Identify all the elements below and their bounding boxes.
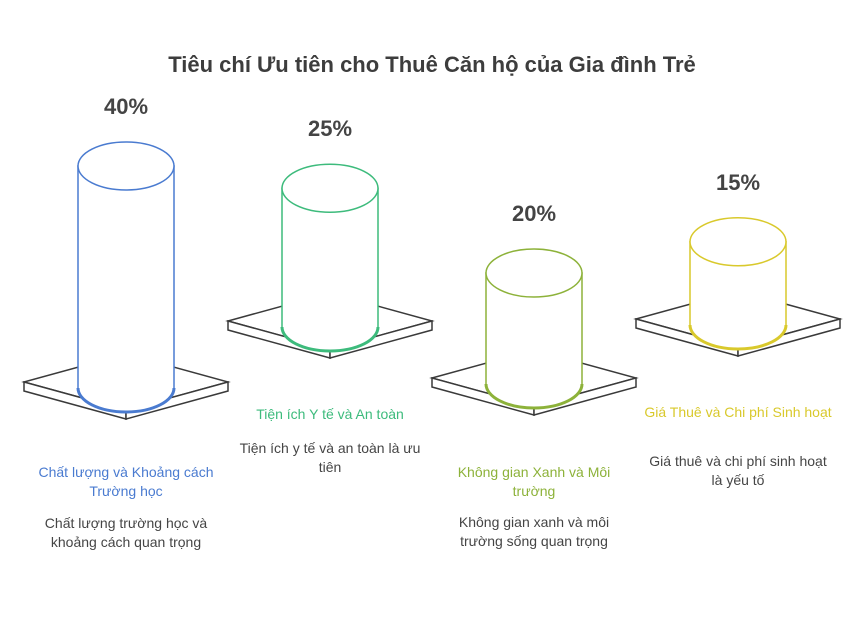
bar-base-rim [688, 324, 788, 351]
value-label: 15% [715, 169, 761, 195]
category-label: Giá Thuê và Chi phí Sinh hoạt [644, 404, 832, 420]
category-label: Chất lượng và Khoảng cách Trường học [38, 464, 214, 499]
category-label: Không gian Xanh và Môi trường [457, 464, 611, 499]
bar-group-3 [429, 248, 639, 416]
bar-top [281, 163, 379, 213]
chart-title: Tiêu chí Ưu tiên cho Thuê Căn hộ của Gia… [168, 52, 696, 77]
value-label: 20% [511, 201, 557, 226]
category-description: Giá thuê và chi phí sinh hoạt là yếu tố [649, 453, 827, 488]
bar-top [689, 217, 787, 267]
bar-base-rim [484, 383, 584, 410]
bar-top [77, 141, 175, 191]
bar-group-4 [633, 217, 843, 357]
value-label: 25% [307, 116, 353, 142]
bar-base-rim [280, 326, 380, 353]
category-label: Tiện ích Y tế và An toàn [256, 406, 404, 422]
category-description: Chất lượng trường học và khoảng cách qua… [44, 515, 208, 550]
bar-base-rim [76, 387, 176, 414]
category-description: Tiện ích y tế và an toàn là ưu tiên [239, 440, 421, 475]
value-label: 40% [103, 94, 149, 119]
category-description: Không gian xanh và môi trường sống quan … [458, 514, 610, 549]
bar-1 [77, 165, 175, 413]
bar-top [485, 248, 583, 298]
bar-group-1 [21, 141, 231, 420]
bar-group-2 [225, 163, 435, 359]
